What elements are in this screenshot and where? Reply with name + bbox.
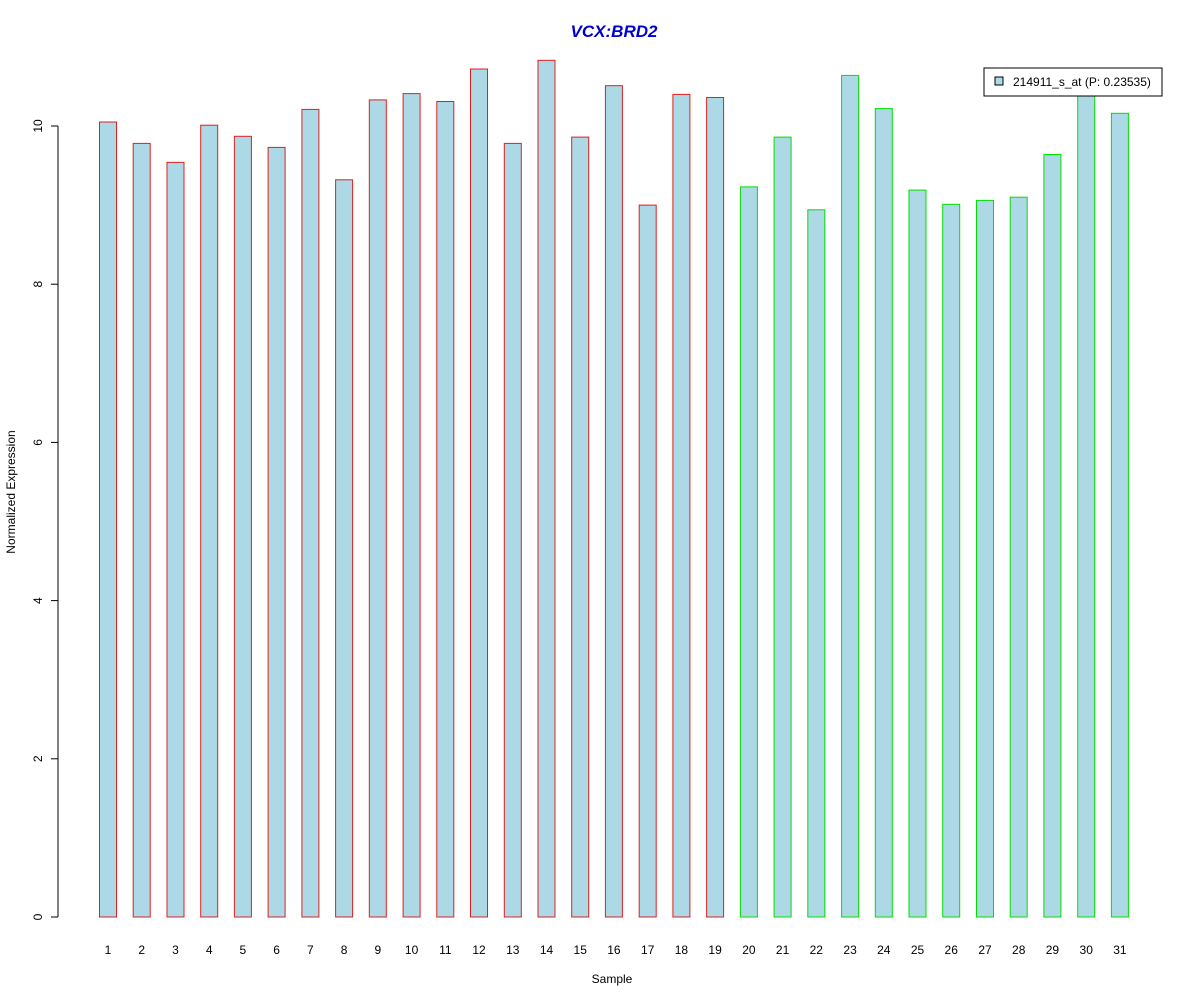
bar-sample-24	[874, 108, 893, 918]
x-tick-label-27: 27	[978, 943, 992, 957]
bar-sample-26	[942, 203, 961, 918]
bar-sample-10	[402, 93, 421, 918]
x-tick-label-20: 20	[742, 943, 756, 957]
bar-sample-3	[166, 161, 185, 918]
bar-sample-1	[99, 121, 117, 918]
bar-sample-29	[1043, 154, 1062, 918]
x-tick-label-23: 23	[843, 943, 857, 957]
x-tick-label-28: 28	[1012, 943, 1026, 957]
x-tick-label-3: 3	[172, 943, 179, 957]
x-tick-label-14: 14	[540, 943, 554, 957]
x-tick-label-15: 15	[574, 943, 588, 957]
x-tick-label-10: 10	[405, 943, 419, 957]
x-tick-label-25: 25	[911, 943, 925, 957]
bar-sample-8	[335, 179, 354, 918]
x-tick-label-26: 26	[945, 943, 959, 957]
chart-title: VCX:BRD2	[571, 22, 658, 41]
x-tick-label-2: 2	[138, 943, 145, 957]
x-tick-label-30: 30	[1080, 943, 1094, 957]
y-tick-label-0: 0	[31, 913, 45, 920]
legend: 214911_s_at (P: 0.23535)	[983, 67, 1163, 97]
bar-sample-16	[604, 85, 623, 918]
x-tick-label-13: 13	[506, 943, 520, 957]
y-axis-label: Normalized Expression	[4, 430, 18, 553]
y-tick-label-4: 4	[31, 597, 45, 604]
legend-box	[983, 67, 1163, 97]
bar-sample-14	[537, 59, 556, 918]
x-tick-label-11: 11	[439, 943, 452, 957]
bar-sample-20	[739, 186, 758, 918]
bars-group	[99, 59, 1129, 918]
bar-sample-30	[1077, 92, 1096, 918]
legend-swatch	[994, 76, 1004, 86]
bar-sample-6	[267, 146, 286, 918]
bar-sample-17	[638, 204, 657, 918]
bar-sample-25	[908, 189, 927, 918]
x-tick-label-18: 18	[675, 943, 689, 957]
y-tick-label-2: 2	[31, 755, 45, 762]
x-tick-label-9: 9	[374, 943, 381, 957]
bar-sample-7	[301, 108, 320, 918]
x-tick-label-19: 19	[708, 943, 722, 957]
legend-label: 214911_s_at (P: 0.23535)	[1013, 75, 1151, 89]
bar-sample-11	[436, 101, 455, 918]
x-tick-label-7: 7	[307, 943, 314, 957]
x-tick-label-4: 4	[206, 943, 213, 957]
bar-sample-31	[1110, 112, 1129, 918]
bar-sample-4	[200, 124, 219, 918]
x-tick-label-22: 22	[810, 943, 824, 957]
bar-sample-23	[841, 74, 860, 918]
x-tick-label-12: 12	[472, 943, 486, 957]
x-tick-label-24: 24	[877, 943, 891, 957]
bar-sample-15	[571, 136, 590, 918]
y-tick-label-10: 10	[31, 119, 45, 133]
x-tick-label-17: 17	[641, 943, 655, 957]
bar-sample-19	[706, 97, 725, 918]
x-tick-label-5: 5	[240, 943, 247, 957]
bar-sample-13	[503, 142, 522, 918]
bar-sample-21	[773, 136, 792, 918]
bar-sample-5	[233, 135, 252, 918]
x-tick-labels: 1 2 3 4 5 6 7 8 9 10 11 12 13 14 15 16 17 18 19 20 21 22 23 24 2…	[105, 943, 1127, 957]
bar-sample-18	[672, 93, 691, 918]
x-tick-label-1: 1	[105, 943, 112, 957]
y-axis: 0 2 4 6 8 10	[31, 119, 59, 920]
y-tick-label-8: 8	[31, 281, 45, 288]
x-tick-label-16: 16	[607, 943, 621, 957]
bar-sample-28	[1009, 196, 1028, 918]
bar-sample-12	[470, 68, 488, 918]
x-tick-label-8: 8	[341, 943, 348, 957]
bar-sample-9	[368, 99, 387, 918]
x-tick-label-21: 21	[776, 943, 790, 957]
x-axis-label: Sample	[592, 972, 633, 986]
bar-sample-22	[807, 209, 826, 918]
x-tick-label-31: 31	[1113, 943, 1127, 957]
x-tick-label-6: 6	[273, 943, 280, 957]
x-tick-label-29: 29	[1046, 943, 1060, 957]
bar-sample-2	[132, 142, 151, 918]
bar-sample-27	[976, 199, 994, 918]
y-tick-label-6: 6	[31, 439, 45, 446]
